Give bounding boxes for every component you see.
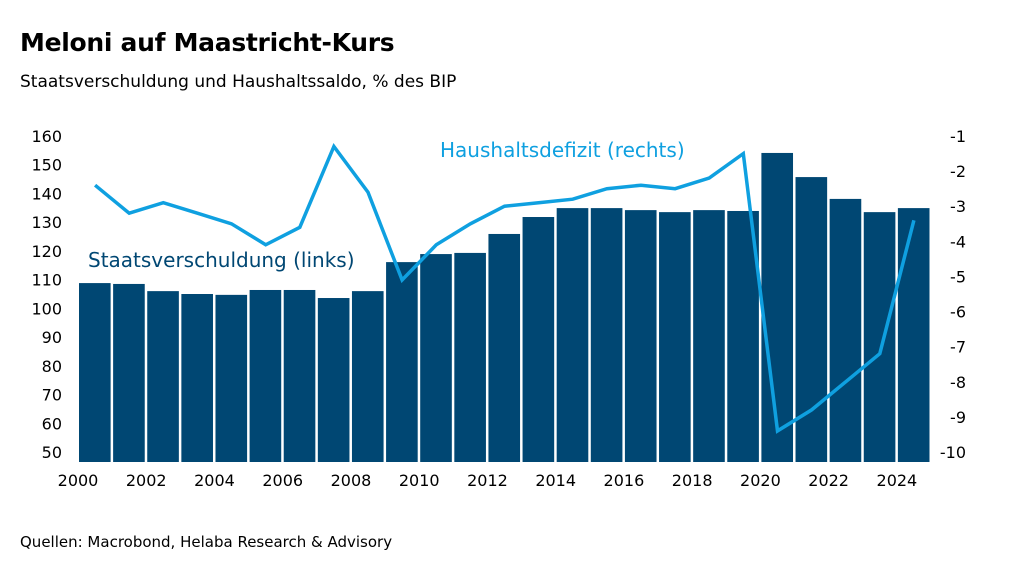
bar-2003 bbox=[181, 294, 213, 462]
x-axis-tick: 2014 bbox=[535, 471, 576, 490]
bar-2009 bbox=[386, 262, 418, 462]
left-axis-tick: 140 bbox=[31, 184, 62, 203]
right-axis-tick: -7 bbox=[950, 338, 966, 357]
left-axis-tick: 80 bbox=[42, 357, 62, 376]
left-axis-tick: 70 bbox=[42, 386, 62, 405]
left-axis-tick: 110 bbox=[31, 271, 62, 290]
left-axis-tick: 160 bbox=[31, 127, 62, 146]
x-axis-tick: 2004 bbox=[194, 471, 235, 490]
x-axis-tick: 2008 bbox=[331, 471, 372, 490]
bar-2014 bbox=[556, 208, 589, 462]
bar-2018 bbox=[693, 210, 725, 462]
bar-2005 bbox=[249, 289, 282, 462]
bar-2002 bbox=[147, 291, 179, 462]
right-axis-tick: -8 bbox=[950, 373, 966, 392]
right-axis-tick: -9 bbox=[950, 408, 966, 427]
right-axis-tick: -4 bbox=[950, 232, 966, 251]
left-axis-tick: 90 bbox=[42, 328, 62, 347]
bar-2000 bbox=[79, 283, 111, 462]
x-axis-tick: 2012 bbox=[467, 471, 508, 490]
left-axis-tick: 130 bbox=[31, 213, 62, 232]
x-axis-tick: 2006 bbox=[262, 471, 303, 490]
bar-2010 bbox=[420, 254, 452, 462]
bar-2013 bbox=[522, 217, 555, 462]
bar-2017 bbox=[659, 212, 691, 462]
left-axis-tick: 100 bbox=[31, 299, 62, 318]
bar-2021 bbox=[795, 177, 828, 462]
bar-2006 bbox=[283, 289, 316, 462]
chart-title: Meloni auf Maastricht-Kurs bbox=[20, 28, 395, 57]
right-axis-tick: -1 bbox=[950, 127, 966, 146]
x-axis-tick: 2022 bbox=[808, 471, 849, 490]
x-axis-tick: 2018 bbox=[672, 471, 713, 490]
right-axis-tick: -10 bbox=[940, 443, 966, 462]
bar-2024 bbox=[897, 208, 930, 462]
right-axis-tick: -2 bbox=[950, 162, 966, 181]
left-axis-tick: 150 bbox=[31, 156, 62, 175]
right-axis-tick: -6 bbox=[950, 303, 966, 322]
bar-2022 bbox=[829, 198, 862, 462]
source-note: Quellen: Macrobond, Helaba Research & Ad… bbox=[20, 533, 393, 551]
bar-2015 bbox=[590, 208, 623, 462]
legend-label-deficit: Haushaltsdefizit (rechts) bbox=[440, 138, 685, 162]
bar-2020 bbox=[761, 152, 794, 462]
bar-2023 bbox=[863, 212, 896, 462]
right-axis-tick: -5 bbox=[950, 267, 966, 286]
bar-2012 bbox=[488, 233, 521, 462]
x-axis-tick: 2024 bbox=[877, 471, 918, 490]
bar-2001 bbox=[113, 283, 145, 462]
bar-2011 bbox=[454, 252, 486, 462]
bar-2008 bbox=[351, 291, 384, 462]
bar-2007 bbox=[317, 298, 350, 462]
legend-label-debt: Staatsverschuldung (links) bbox=[88, 248, 355, 272]
x-axis-tick: 2000 bbox=[58, 471, 99, 490]
bar-2019 bbox=[727, 210, 759, 462]
x-axis-tick: 2016 bbox=[604, 471, 645, 490]
left-axis-tick: 50 bbox=[42, 443, 62, 462]
left-axis-tick: 120 bbox=[31, 242, 62, 261]
x-axis-tick: 2010 bbox=[399, 471, 440, 490]
right-axis-tick: -3 bbox=[950, 197, 966, 216]
x-axis-tick: 2002 bbox=[126, 471, 167, 490]
bar-2016 bbox=[624, 210, 657, 462]
chart-subtitle: Staatsverschuldung und Haushaltssaldo, %… bbox=[20, 72, 457, 92]
bar-2004 bbox=[215, 294, 248, 462]
x-axis-tick: 2020 bbox=[740, 471, 781, 490]
left-axis-tick: 60 bbox=[42, 414, 62, 433]
